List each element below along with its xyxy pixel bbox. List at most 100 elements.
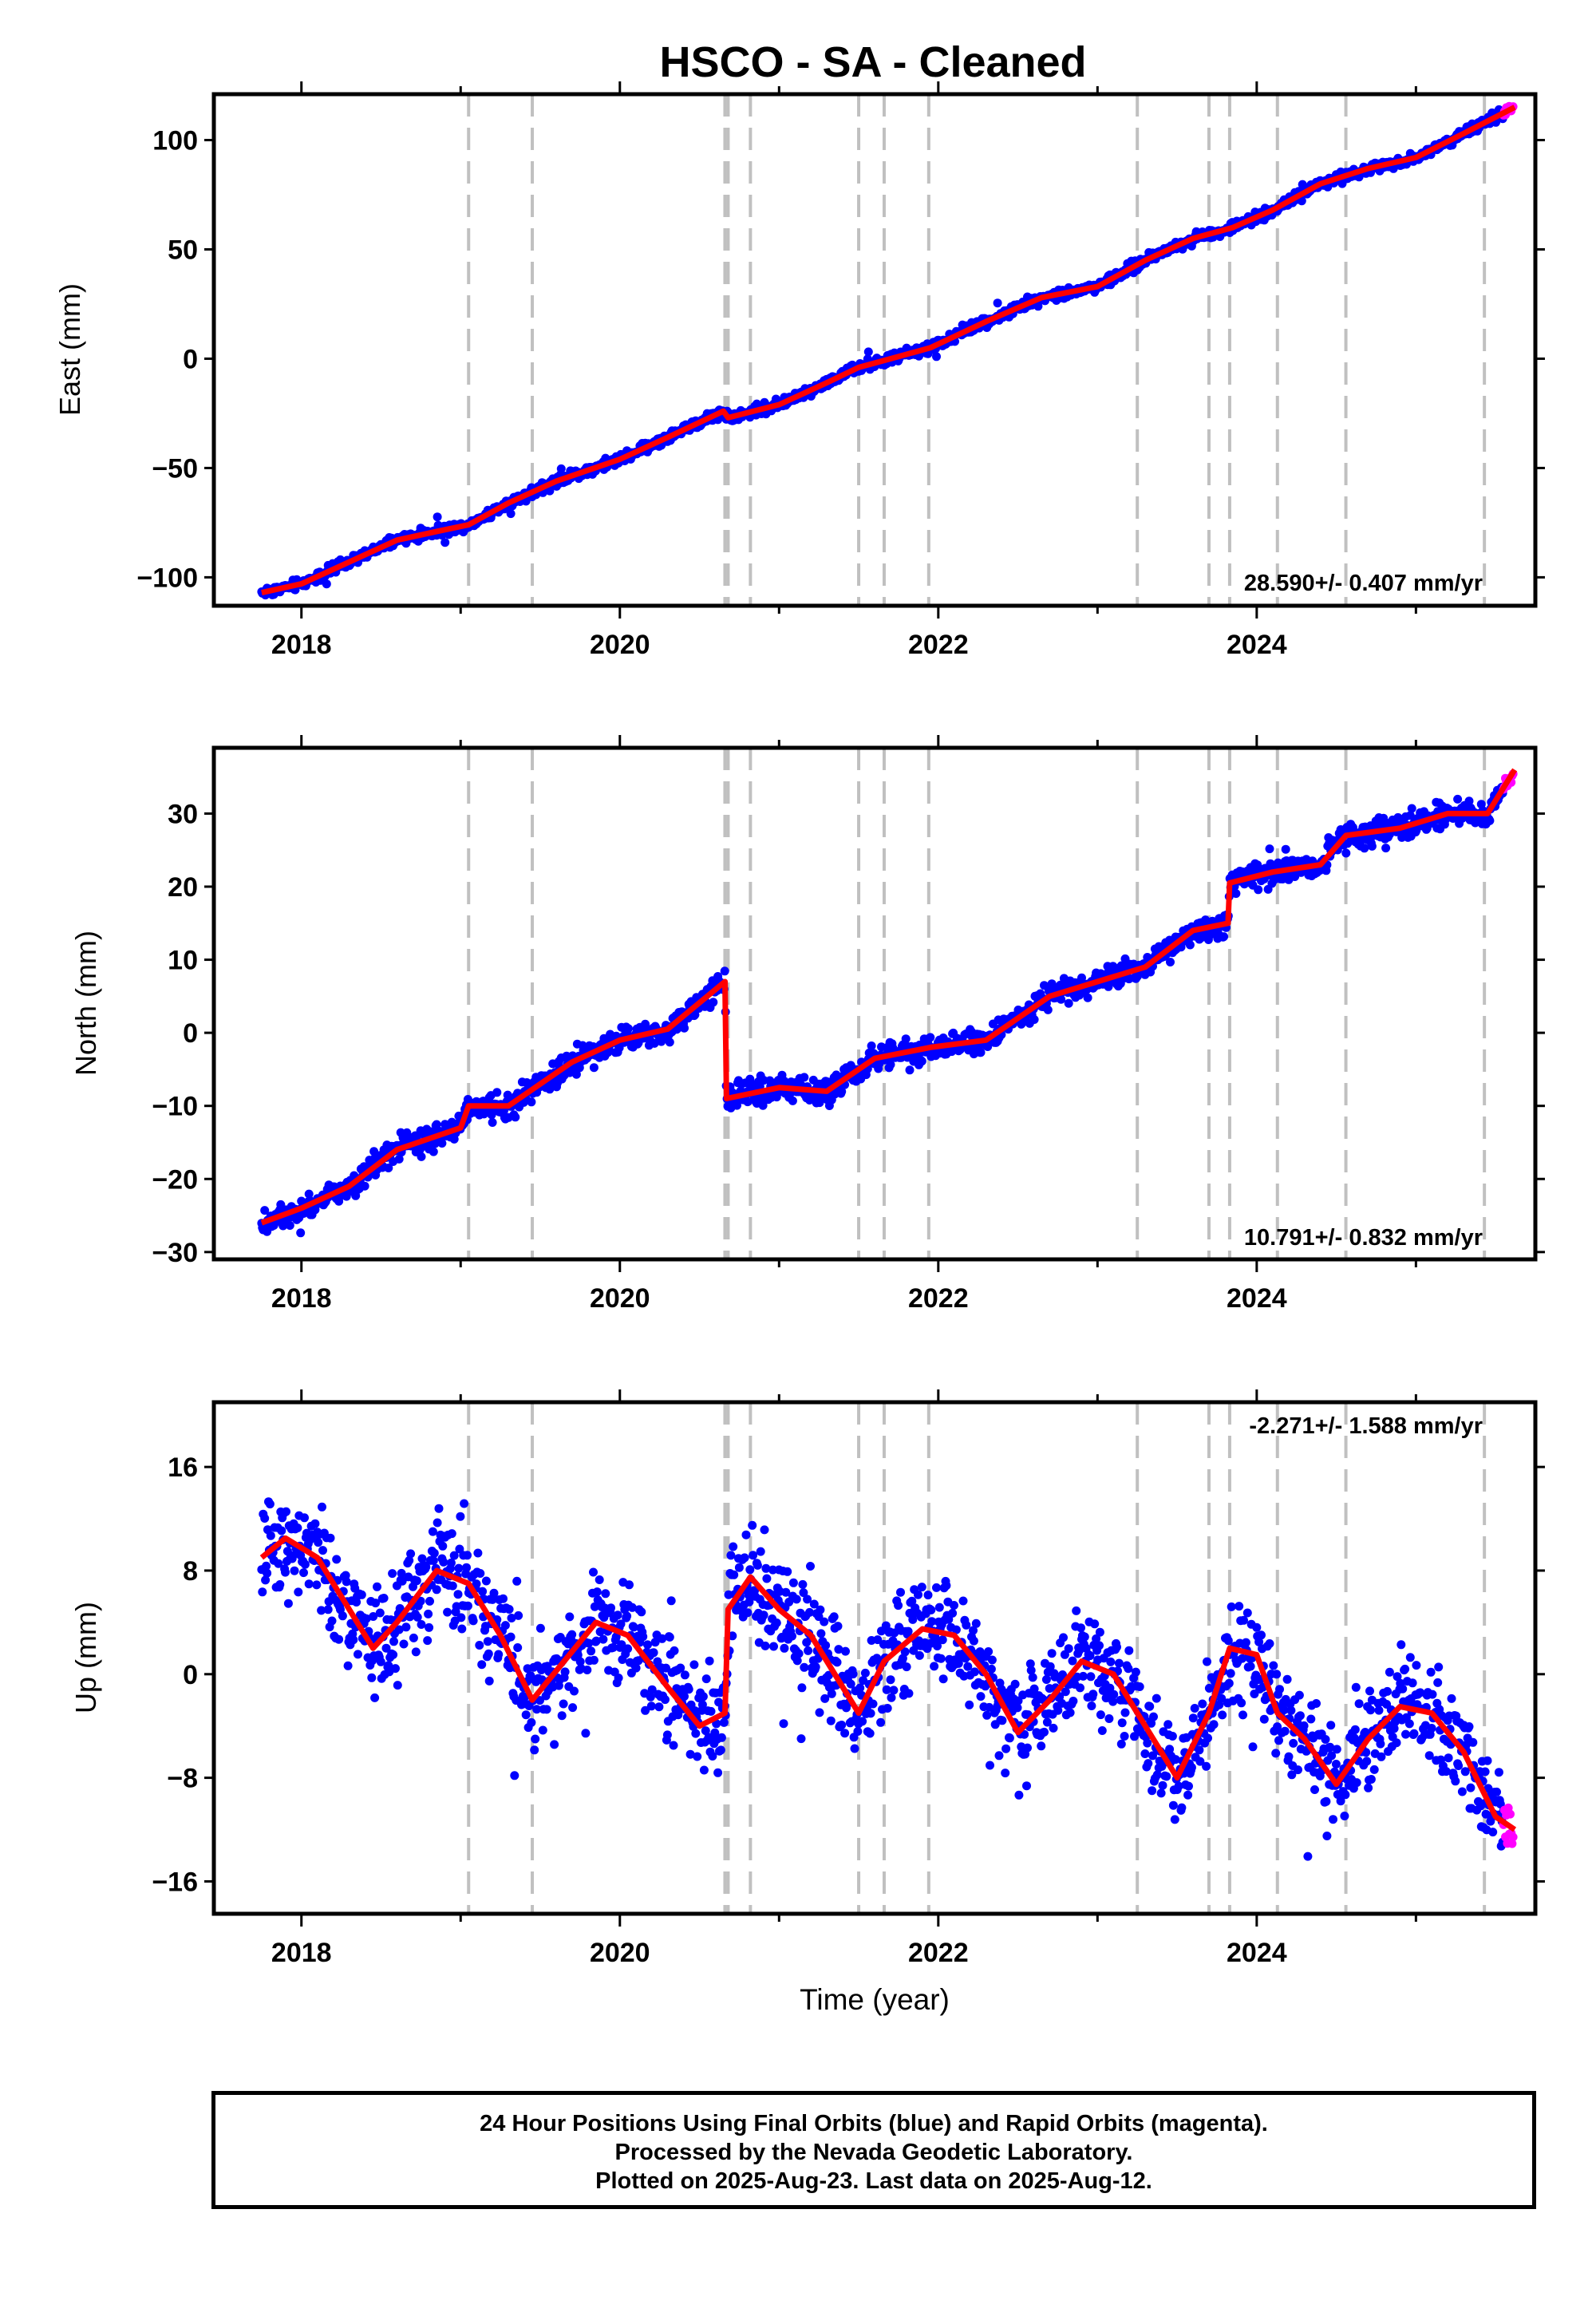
up-point bbox=[1376, 1739, 1385, 1749]
up-point bbox=[699, 1765, 709, 1775]
north-point bbox=[1453, 794, 1463, 804]
up-point bbox=[760, 1641, 770, 1650]
up-point bbox=[780, 1643, 789, 1653]
up-point bbox=[513, 1643, 523, 1652]
up-point bbox=[412, 1576, 421, 1586]
north-xtick-label: 2020 bbox=[590, 1283, 650, 1314]
up-point bbox=[432, 1585, 441, 1595]
up-point bbox=[598, 1634, 608, 1644]
up-point bbox=[354, 1650, 362, 1659]
up-point bbox=[613, 1611, 622, 1620]
up-point bbox=[294, 1587, 303, 1597]
up-point bbox=[769, 1642, 778, 1651]
up-point bbox=[794, 1649, 804, 1658]
north-point bbox=[285, 1221, 294, 1230]
up-point bbox=[1393, 1672, 1402, 1682]
north-xtick-label: 2018 bbox=[271, 1283, 332, 1314]
up-point bbox=[473, 1548, 483, 1558]
up-point bbox=[1237, 1698, 1246, 1708]
up-point bbox=[1396, 1640, 1406, 1650]
up-point bbox=[743, 1608, 753, 1618]
up-point bbox=[805, 1607, 814, 1617]
east-ytick-label: −100 bbox=[136, 563, 198, 593]
up-point bbox=[1389, 1724, 1399, 1733]
up-point bbox=[969, 1636, 978, 1646]
up-point bbox=[820, 1617, 829, 1626]
up-point bbox=[1398, 1684, 1408, 1694]
north-point bbox=[1083, 993, 1092, 1002]
up-point bbox=[669, 1741, 678, 1750]
up-point bbox=[987, 1655, 997, 1665]
up-point bbox=[932, 1583, 941, 1592]
up-point bbox=[1224, 1678, 1234, 1688]
up-point bbox=[1444, 1753, 1453, 1763]
up-point bbox=[705, 1656, 714, 1666]
up-point bbox=[985, 1702, 994, 1712]
up-point bbox=[447, 1529, 456, 1539]
up-point bbox=[399, 1639, 409, 1649]
up-point bbox=[800, 1662, 809, 1672]
east-point bbox=[993, 298, 1002, 308]
up-point bbox=[608, 1642, 618, 1652]
up-point bbox=[760, 1525, 769, 1535]
up-point bbox=[1451, 1777, 1460, 1786]
up-point bbox=[1148, 1786, 1157, 1796]
up-point bbox=[698, 1692, 708, 1701]
up-point bbox=[1120, 1732, 1129, 1741]
up-point bbox=[367, 1673, 377, 1682]
up-point bbox=[601, 1589, 610, 1599]
north-point bbox=[680, 1023, 689, 1033]
up-point bbox=[327, 1616, 337, 1626]
up-point bbox=[623, 1644, 633, 1654]
up-point bbox=[583, 1666, 592, 1674]
up-point bbox=[1085, 1651, 1095, 1661]
east-point bbox=[506, 509, 516, 519]
up-point bbox=[338, 1611, 347, 1621]
up-point bbox=[873, 1635, 883, 1645]
up-point bbox=[1092, 1634, 1101, 1643]
up-point bbox=[1303, 1852, 1313, 1861]
up-point bbox=[788, 1631, 796, 1641]
up-point bbox=[371, 1599, 381, 1608]
up-point bbox=[1148, 1751, 1157, 1761]
up-point bbox=[448, 1581, 457, 1591]
up-point bbox=[883, 1704, 892, 1713]
up-point bbox=[1095, 1641, 1104, 1650]
up-point bbox=[1433, 1678, 1443, 1687]
up-point bbox=[318, 1502, 326, 1512]
up-point bbox=[1241, 1638, 1250, 1647]
up-point bbox=[1106, 1657, 1116, 1666]
up-point bbox=[453, 1590, 463, 1599]
up-point bbox=[753, 1560, 762, 1570]
up-point bbox=[334, 1634, 344, 1644]
up-point bbox=[965, 1700, 974, 1709]
up-point bbox=[745, 1597, 754, 1607]
up-point bbox=[1350, 1725, 1360, 1734]
north-point bbox=[886, 1060, 895, 1069]
east-ytick-label: 0 bbox=[183, 344, 198, 374]
up-point bbox=[1059, 1633, 1068, 1642]
up-point bbox=[834, 1645, 843, 1654]
east-xtick-label: 2024 bbox=[1227, 630, 1287, 660]
up-point bbox=[1047, 1649, 1057, 1658]
up-point bbox=[701, 1726, 710, 1736]
up-point bbox=[717, 1733, 726, 1742]
up-point bbox=[499, 1594, 508, 1603]
up-point bbox=[446, 1558, 456, 1567]
north-point bbox=[1281, 844, 1290, 854]
up-point bbox=[274, 1559, 283, 1568]
up-point bbox=[288, 1551, 298, 1560]
up-point bbox=[1365, 1686, 1374, 1696]
east-rate-label: 28.590+/- 0.407 mm/yr bbox=[1244, 571, 1483, 596]
up-point bbox=[1135, 1682, 1144, 1691]
up-point bbox=[1203, 1657, 1211, 1666]
up-point bbox=[1076, 1683, 1084, 1693]
north-point bbox=[976, 1048, 986, 1057]
up-point bbox=[477, 1660, 487, 1670]
east-step-lines bbox=[467, 94, 1487, 606]
up-point bbox=[685, 1749, 695, 1759]
north-point bbox=[1064, 998, 1073, 1008]
up-point bbox=[1427, 1724, 1436, 1733]
up-point bbox=[1441, 1767, 1451, 1777]
up-point bbox=[629, 1622, 638, 1632]
